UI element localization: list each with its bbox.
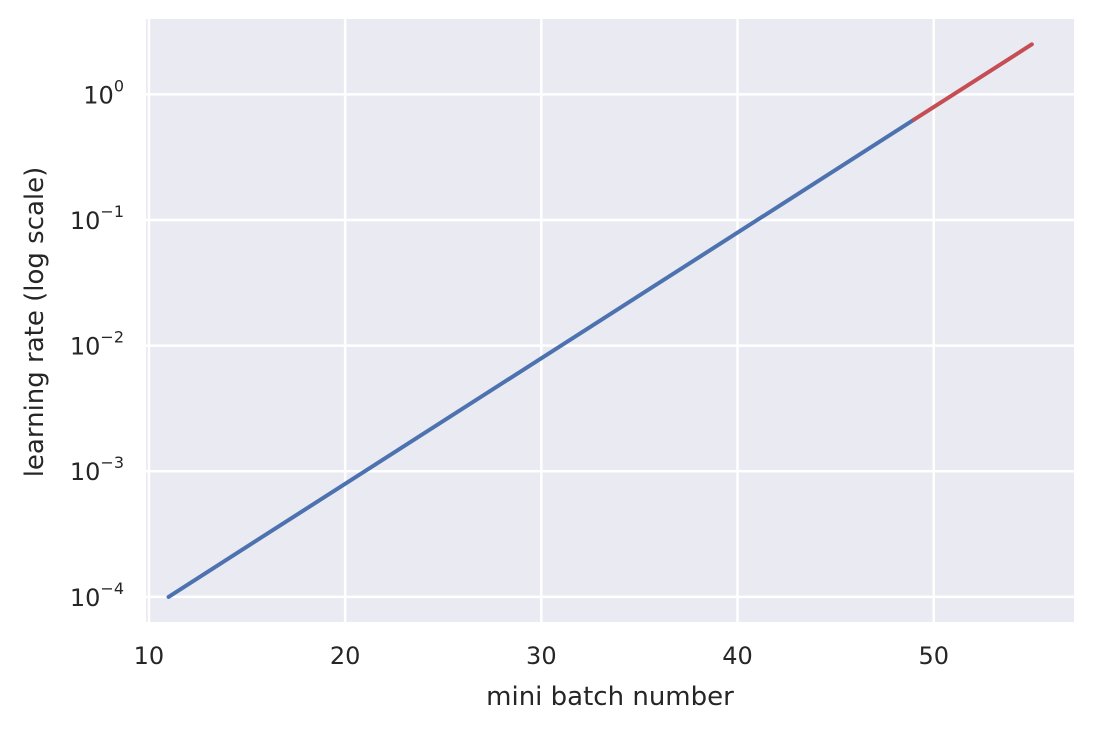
y-tick-label: 10−2: [70, 328, 124, 361]
y-tick-label: 10−1: [70, 202, 124, 235]
y-tick-label: 100: [83, 76, 124, 109]
x-tick-label: 40: [722, 642, 753, 670]
plot-area: [146, 19, 1074, 622]
x-axis-label: mini batch number: [486, 682, 734, 712]
x-tick-label: 50: [918, 642, 949, 670]
y-gridlines: [146, 93, 1074, 599]
y-axis-label: learning rate (log scale): [20, 167, 50, 478]
series-line-1: [166, 117, 917, 599]
y-tick-labels: 10−4 10−3 10−2 10−1 100: [70, 76, 124, 612]
y-tick-label: 10−3: [70, 453, 124, 486]
x-tick-label: 20: [330, 642, 361, 670]
x-tick-labels: 10 20 30 40 50: [134, 642, 949, 670]
y-tick-label: 10−4: [70, 579, 124, 612]
x-tick-label: 30: [526, 642, 557, 670]
series-layer: [166, 42, 1034, 599]
x-gridlines: [147, 19, 935, 622]
x-tick-label: 10: [134, 642, 165, 670]
series-line-2: [912, 42, 1034, 122]
